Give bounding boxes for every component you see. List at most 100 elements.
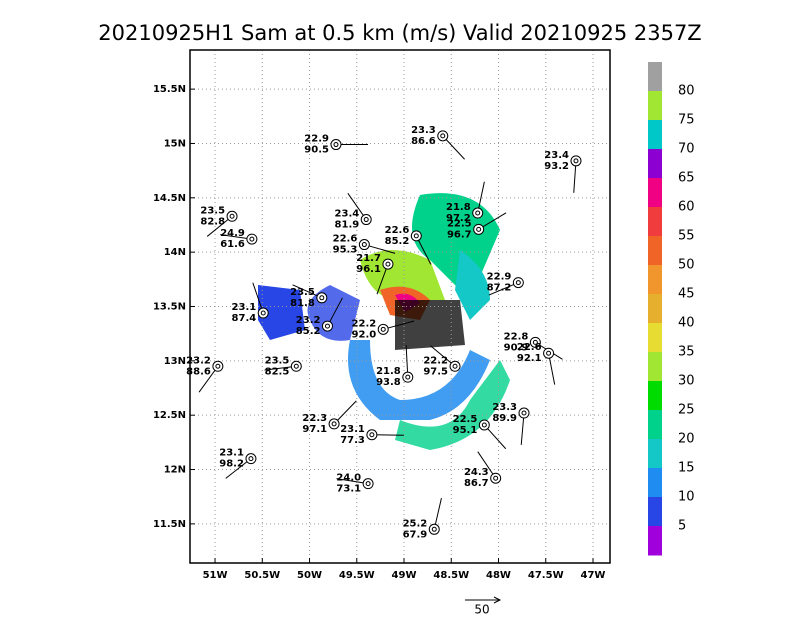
- station-temp: 22.6: [517, 342, 542, 353]
- colorbar-label: 75: [678, 113, 695, 128]
- y-tick-label: 11.5N: [153, 519, 186, 530]
- station: [440, 133, 446, 139]
- station-pres: 85.2: [296, 326, 321, 337]
- colorbar-bin: [648, 62, 662, 92]
- station-temp: 22.2: [423, 355, 448, 366]
- station-ring: [358, 239, 370, 251]
- station-temp: 22.9: [304, 134, 329, 145]
- station-pres: 85.2: [385, 236, 410, 247]
- station-pres: 96.1: [356, 264, 381, 275]
- colorbar-bin: [648, 236, 662, 266]
- station-ring: [360, 214, 372, 226]
- colorbar-bin: [648, 526, 662, 556]
- station-temp: 22.6: [385, 225, 410, 236]
- colorbar-bin: [648, 468, 662, 498]
- station-ring: [290, 360, 302, 372]
- station-temp: 23.1: [232, 302, 257, 313]
- colorbar-label: 20: [678, 432, 695, 447]
- station-ring: [410, 230, 422, 242]
- x-tick-label: 49.5W: [339, 570, 375, 581]
- radar-wind-field: [258, 193, 510, 450]
- station-temp: 22.6: [333, 234, 358, 245]
- station-ring: [377, 323, 389, 335]
- station-ring: [472, 207, 484, 219]
- station-temp: 22.3: [302, 413, 327, 424]
- colorbar-bin: [648, 178, 662, 208]
- station-temp: 23.5: [290, 287, 315, 298]
- station-ring: [449, 360, 461, 372]
- barb-cluster: [395, 300, 465, 350]
- colorbar-bin: [648, 497, 662, 527]
- station: [215, 363, 221, 369]
- station: [324, 323, 330, 329]
- station: [546, 350, 552, 356]
- x-tick-label: 50W: [297, 570, 322, 581]
- y-tick-label: 14N: [164, 247, 186, 258]
- map-frame: [189, 49, 611, 564]
- colorbar-label: 5: [678, 519, 686, 534]
- station-pres: 95.1: [453, 425, 478, 436]
- station-temp: 23.3: [411, 125, 436, 136]
- x-tick-label: 51W: [203, 570, 228, 581]
- station: [248, 456, 254, 462]
- station-temp: 23.2: [186, 355, 211, 366]
- colorbar-bin: [648, 323, 662, 353]
- station: [493, 475, 499, 481]
- wind-patch: [455, 250, 490, 320]
- station-pres: 82.5: [265, 366, 290, 377]
- station: [293, 363, 299, 369]
- station-ring: [428, 523, 440, 535]
- colorbar-bin: [648, 265, 662, 295]
- colorbar-label: 50: [678, 258, 695, 273]
- station-temp: 22.8: [504, 331, 529, 342]
- station-temp: 23.3: [492, 402, 517, 413]
- station-temp: 23.1: [219, 448, 244, 459]
- wind-patch: [395, 360, 510, 450]
- station-temp: 22.5: [447, 218, 472, 229]
- station-ring: [366, 429, 378, 441]
- station-ring: [321, 320, 333, 332]
- station: [229, 213, 235, 219]
- station-temp: 21.7: [356, 253, 381, 264]
- station-ring: [478, 419, 490, 431]
- station-temp: 22.2: [352, 318, 377, 329]
- station-pres: 61.6: [220, 239, 245, 250]
- station-pres: 67.9: [403, 529, 428, 540]
- colorbar-label: 10: [678, 490, 695, 505]
- station-temp: 23.4: [544, 150, 569, 161]
- y-tick-label: 14.5N: [153, 193, 186, 204]
- station-temp: 22.5: [453, 414, 478, 425]
- station-temp: 22.9: [487, 272, 512, 283]
- colorbar-label: 60: [678, 200, 695, 215]
- station: [331, 421, 337, 427]
- station-pres: 86.7: [464, 478, 489, 489]
- station: [365, 481, 371, 487]
- station-ring: [362, 478, 374, 490]
- station: [385, 261, 391, 267]
- station-pres: 95.3: [333, 245, 358, 256]
- x-tick-label: 49W: [392, 570, 417, 581]
- x-tick-label: 50.5W: [244, 570, 280, 581]
- station-ring: [529, 336, 541, 348]
- station-pres: 87.4: [232, 313, 257, 324]
- station-pres: 97.2: [446, 213, 471, 224]
- station-ring: [226, 210, 238, 222]
- station-ring: [330, 139, 342, 151]
- station-pres: 93.8: [376, 377, 401, 388]
- station-temp: 23.2: [296, 315, 321, 326]
- station-pres: 81.9: [335, 220, 360, 231]
- station-pres: 97.5: [423, 366, 448, 377]
- station-temp: 24.3: [464, 467, 489, 478]
- station-pres: 97.1: [302, 424, 327, 435]
- station-temp: 23.5: [265, 355, 290, 366]
- station: [475, 210, 481, 216]
- station: [363, 217, 369, 223]
- station-ring: [328, 418, 340, 430]
- colorbar-label: 55: [678, 229, 695, 244]
- station-ring: [473, 223, 485, 235]
- colorbar-bin: [648, 352, 662, 382]
- colorbar-label: 15: [678, 461, 695, 476]
- station-temp: 24.9: [220, 228, 245, 239]
- scale-arrow-head: [493, 596, 502, 604]
- colorbar-label: 45: [678, 287, 695, 302]
